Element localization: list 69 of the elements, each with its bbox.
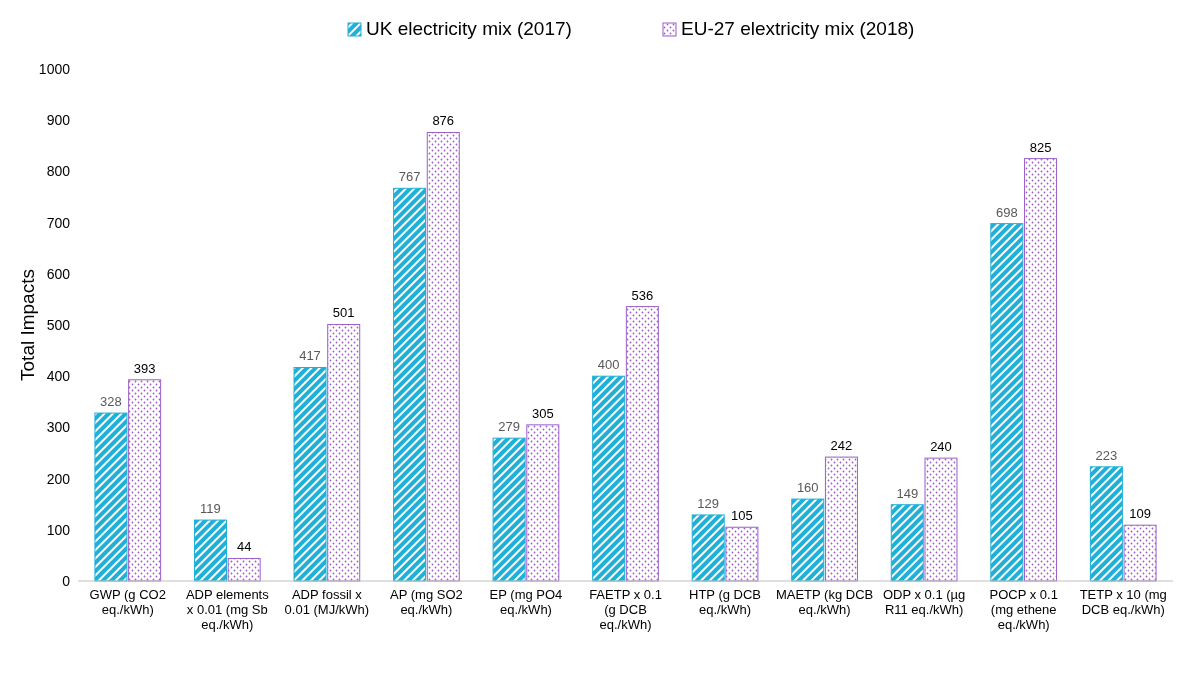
- bar: [293, 367, 327, 582]
- x-tick-label: EP (mg PO4 eq./kWh): [489, 587, 563, 617]
- bar: [393, 187, 427, 582]
- bar: [426, 131, 460, 582]
- bar: [924, 457, 958, 582]
- data-label: 109: [1129, 506, 1151, 522]
- x-tick-label: MAETP (kg DCB eq./kWh): [775, 587, 874, 617]
- data-label: 149: [896, 485, 919, 501]
- data-label: 393: [133, 360, 156, 376]
- y-tick-label: 900: [46, 112, 71, 129]
- bar: [990, 223, 1024, 582]
- data-label: 129: [697, 495, 720, 511]
- bar: [94, 412, 128, 582]
- data-label: 119: [200, 501, 221, 517]
- x-tick-label: GWP (g CO2 eq./kWh): [89, 587, 166, 617]
- y-tick-label: 100: [46, 521, 71, 538]
- bar: [227, 557, 261, 582]
- bar: [791, 498, 825, 582]
- y-tick-label: 700: [46, 214, 71, 231]
- y-tick-label: 0: [62, 573, 71, 589]
- data-label: 825: [1029, 139, 1052, 155]
- bar: [625, 306, 659, 582]
- data-label: 417: [299, 348, 321, 364]
- data-label: 279: [498, 419, 520, 435]
- x-tick-label: TETP x 10 (mg DCB eq./kWh): [1079, 587, 1167, 617]
- data-label: 501: [332, 305, 355, 321]
- y-tick-label: 200: [46, 470, 71, 487]
- x-tick-label: ADP fossil x 0.01 (MJ/kWh): [284, 587, 370, 617]
- bar: [592, 375, 626, 582]
- data-label: 223: [1095, 447, 1118, 463]
- data-label: 400: [597, 357, 620, 373]
- y-axis-title: Total Impacts: [17, 269, 38, 381]
- bar: [526, 424, 560, 582]
- data-label: 328: [100, 394, 122, 410]
- bar: [890, 504, 924, 582]
- x-tick-label: ADP elements x 0.01 (mg Sb eq./kWh): [185, 587, 270, 632]
- bar: [327, 323, 361, 582]
- y-tick-label: 600: [46, 265, 71, 282]
- y-tick-label: 800: [46, 163, 71, 180]
- bar: [824, 456, 858, 582]
- data-label: 876: [432, 113, 455, 129]
- data-label: 240: [930, 439, 952, 455]
- y-tick-label: 400: [46, 368, 71, 385]
- bar: [691, 514, 725, 582]
- x-tick-label: FAETP x 0.1 (g DCB eq./kWh): [589, 587, 662, 632]
- data-label: 160: [796, 480, 819, 496]
- data-label: 305: [531, 405, 554, 421]
- data-label: 242: [830, 438, 853, 454]
- data-label: 767: [398, 169, 421, 185]
- x-tick-label: POCP x 0.1 (mg ethene eq./kWh): [989, 587, 1058, 632]
- data-label: 536: [631, 287, 654, 303]
- bar: [492, 437, 526, 582]
- y-tick-label: 300: [46, 419, 71, 436]
- bar: [1089, 466, 1123, 582]
- x-tick-label: HTP (g DCB eq./kWh): [689, 587, 762, 617]
- legend-label: EU-27 elextricity mix (2018): [681, 18, 915, 39]
- bar: [725, 526, 759, 582]
- data-label: 698: [995, 204, 1018, 220]
- bar: [128, 379, 162, 582]
- data-label: 44: [236, 539, 252, 555]
- x-tick-label: AP (mg SO2 eq./kWh): [390, 587, 463, 617]
- y-tick-label: 500: [46, 317, 71, 333]
- bar: [1024, 158, 1058, 582]
- bar: [1123, 524, 1157, 582]
- x-tick-label: ODP x 0.1 (µg R11 eq./kWh): [882, 587, 966, 617]
- legend-label: UK electricity mix (2017): [366, 18, 572, 39]
- y-tick-label: 1000: [38, 61, 71, 77]
- bar: [193, 519, 227, 582]
- data-label: 105: [731, 508, 753, 524]
